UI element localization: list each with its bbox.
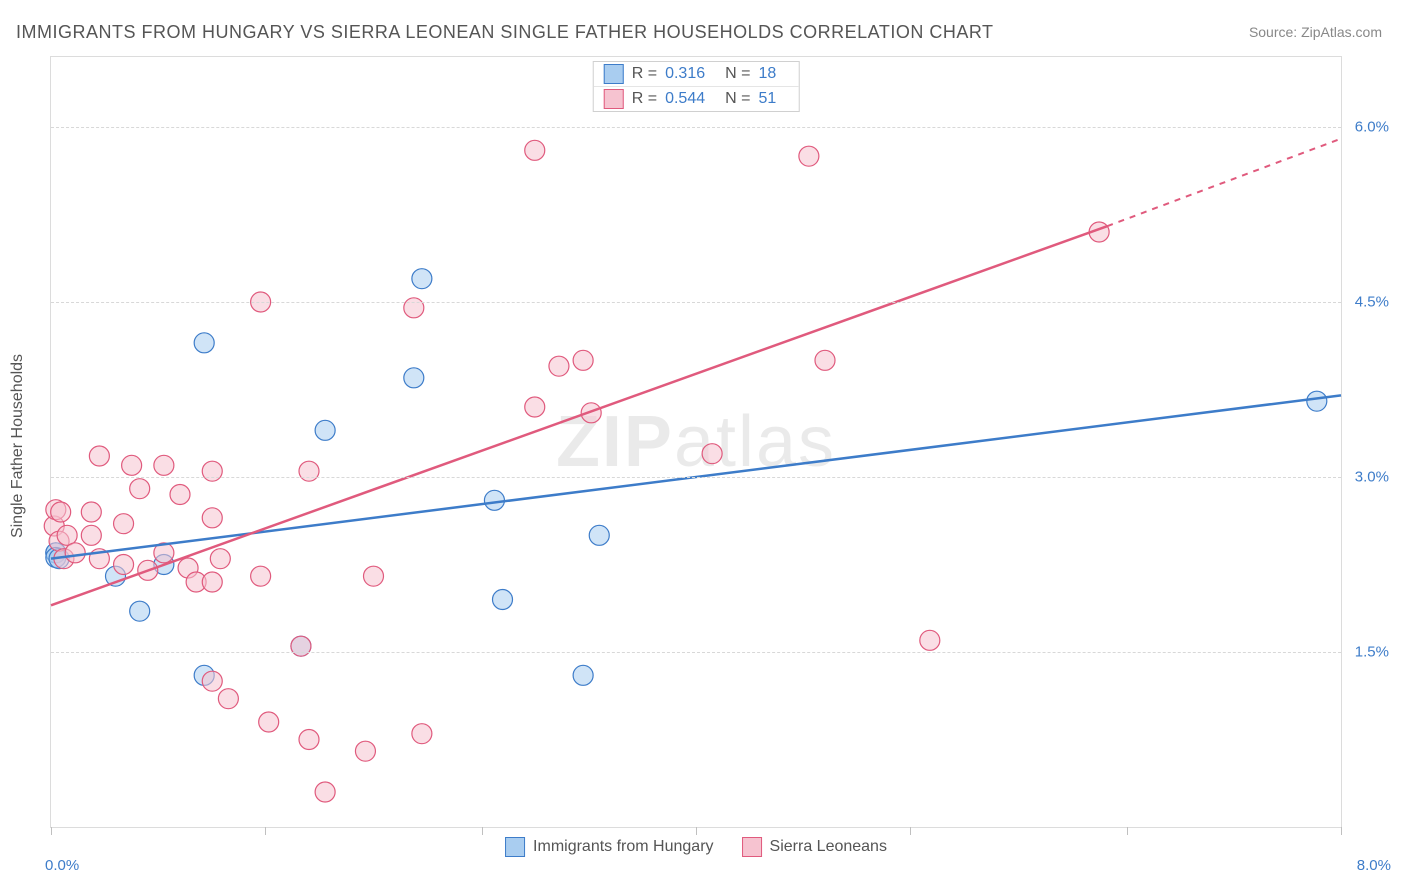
scatter-point	[315, 782, 335, 802]
x-axis-max-label: 8.0%	[1357, 857, 1391, 874]
trend-line-extension	[1107, 139, 1341, 227]
scatter-point	[114, 514, 134, 534]
legend-item: Sierra Leoneans	[742, 837, 887, 857]
scatter-point	[299, 461, 319, 481]
plot-area: R =0.316N =18R =0.544N =51 ZIPatlas 0.0%…	[50, 56, 1342, 828]
legend-swatch	[604, 89, 624, 109]
scatter-point	[218, 689, 238, 709]
grid-line	[51, 652, 1341, 653]
scatter-point	[202, 572, 222, 592]
y-axis-title: Single Father Households	[9, 354, 27, 538]
legend-item: Immigrants from Hungary	[505, 837, 714, 857]
legend-n-value: 18	[758, 65, 776, 83]
source-label: Source: ZipAtlas.com	[1249, 24, 1382, 40]
scatter-point	[799, 146, 819, 166]
scatter-point	[549, 356, 569, 376]
trend-line	[51, 226, 1107, 605]
scatter-point	[65, 543, 85, 563]
legend-row: R = 0.316 N = 18	[594, 62, 799, 87]
scatter-point	[364, 566, 384, 586]
scatter-point	[573, 350, 593, 370]
legend-n-value: 51	[758, 90, 776, 108]
scatter-point	[404, 368, 424, 388]
x-tick	[482, 827, 483, 835]
legend-label: Immigrants from Hungary	[533, 838, 714, 856]
y-tick-label: 4.5%	[1345, 294, 1389, 311]
scatter-point	[412, 269, 432, 289]
scatter-point	[130, 601, 150, 621]
scatter-point	[920, 630, 940, 650]
x-tick	[265, 827, 266, 835]
grid-line	[51, 477, 1341, 478]
legend-swatch	[604, 64, 624, 84]
legend-n-label: N =	[725, 90, 750, 108]
scatter-point	[702, 444, 722, 464]
legend-label: Sierra Leoneans	[770, 838, 887, 856]
x-tick	[1341, 827, 1342, 835]
scatter-point	[815, 350, 835, 370]
scatter-svg	[51, 57, 1341, 827]
scatter-point	[251, 566, 271, 586]
legend-n-label: N =	[725, 65, 750, 83]
scatter-point	[210, 549, 230, 569]
x-tick	[696, 827, 697, 835]
y-tick-label: 1.5%	[1345, 644, 1389, 661]
scatter-point	[154, 455, 174, 475]
grid-line	[51, 302, 1341, 303]
scatter-point	[259, 712, 279, 732]
scatter-point	[299, 730, 319, 750]
scatter-point	[315, 420, 335, 440]
legend-swatch	[505, 837, 525, 857]
legend-r-label: R =	[632, 90, 657, 108]
legend-swatch	[742, 837, 762, 857]
scatter-point	[89, 446, 109, 466]
scatter-point	[202, 508, 222, 528]
scatter-point	[81, 525, 101, 545]
y-tick-label: 6.0%	[1345, 119, 1389, 136]
legend-correlation: R = 0.316 N = 18 R = 0.544 N = 51	[593, 61, 800, 112]
x-axis-min-label: 0.0%	[45, 857, 79, 874]
scatter-point	[525, 397, 545, 417]
scatter-point	[202, 671, 222, 691]
scatter-point	[130, 479, 150, 499]
scatter-point	[355, 741, 375, 761]
scatter-point	[81, 502, 101, 522]
scatter-point	[589, 525, 609, 545]
scatter-point	[525, 140, 545, 160]
scatter-point	[493, 590, 513, 610]
scatter-point	[122, 455, 142, 475]
x-tick	[910, 827, 911, 835]
scatter-point	[573, 665, 593, 685]
scatter-point	[202, 461, 222, 481]
scatter-point	[412, 724, 432, 744]
x-tick	[51, 827, 52, 835]
legend-r-value: 0.544	[665, 90, 705, 108]
scatter-point	[484, 490, 504, 510]
scatter-point	[1307, 391, 1327, 411]
legend-r-value: 0.316	[665, 65, 705, 83]
legend-series: Immigrants from Hungary Sierra Leoneans	[505, 837, 887, 857]
x-tick	[1127, 827, 1128, 835]
chart-title: IMMIGRANTS FROM HUNGARY VS SIERRA LEONEA…	[16, 22, 994, 43]
grid-line	[51, 127, 1341, 128]
scatter-point	[51, 502, 71, 522]
legend-row: R = 0.544 N = 51	[594, 87, 799, 111]
scatter-point	[114, 555, 134, 575]
scatter-point	[170, 485, 190, 505]
y-tick-label: 3.0%	[1345, 469, 1389, 486]
scatter-point	[291, 636, 311, 656]
legend-r-label: R =	[632, 65, 657, 83]
scatter-point	[194, 333, 214, 353]
scatter-point	[404, 298, 424, 318]
